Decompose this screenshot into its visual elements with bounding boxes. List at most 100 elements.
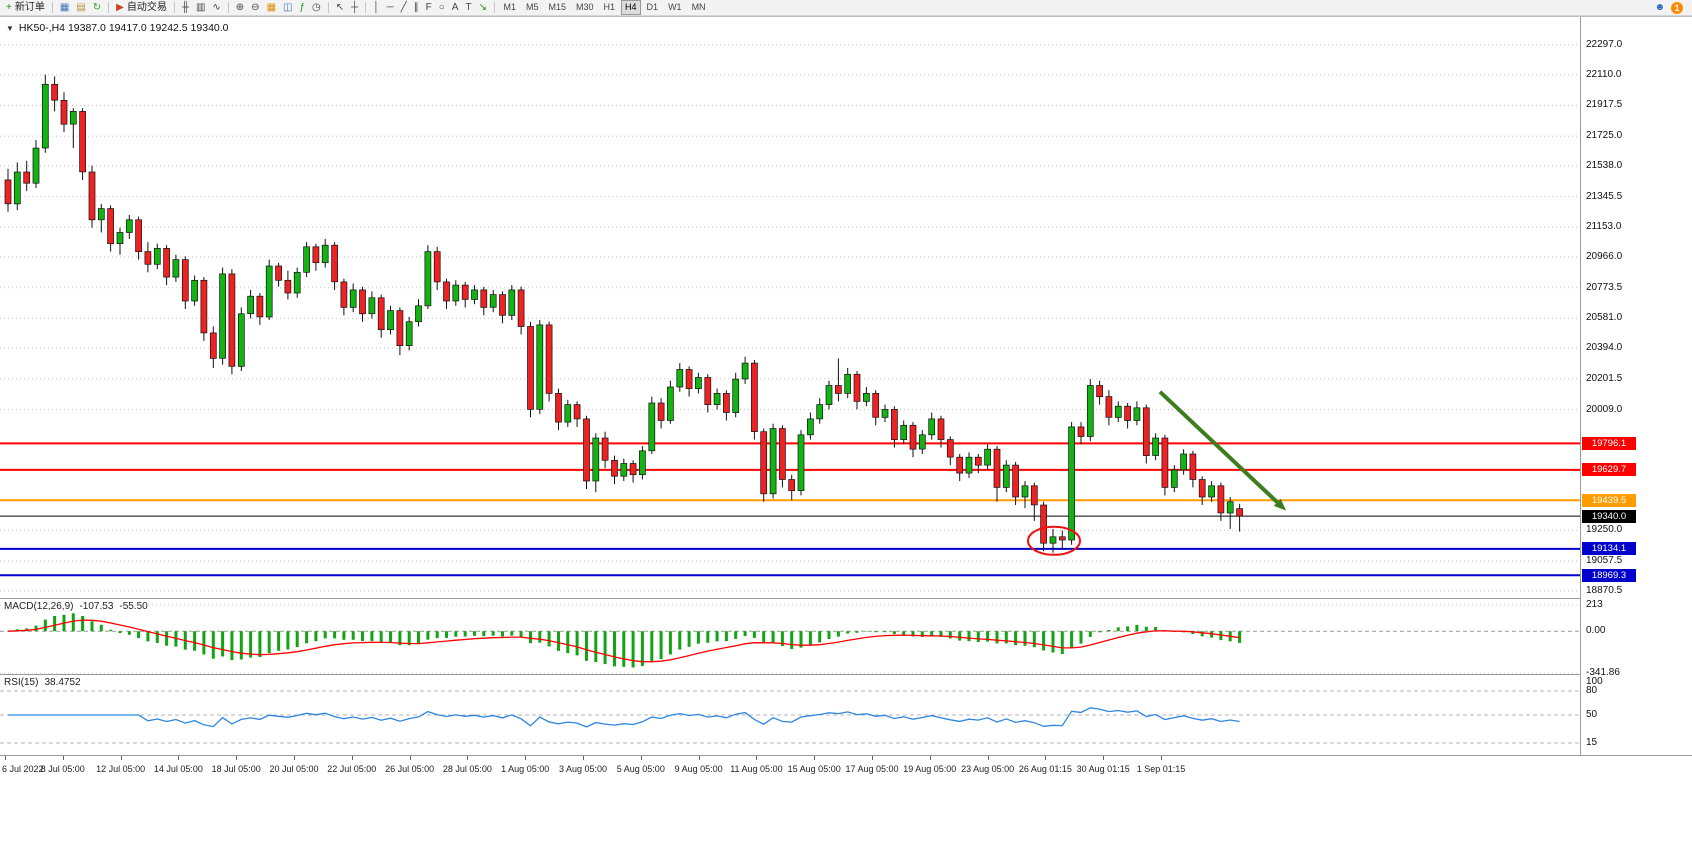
chart-title: HK50-,H4 19387.0 19417.0 19242.5 19340.0 xyxy=(18,22,229,34)
time-tick xyxy=(294,756,295,760)
candlestick-icon[interactable]: ▥ xyxy=(193,1,208,15)
toolbar-right: ☻ 1 xyxy=(1654,1,1689,15)
shapes-icon[interactable]: ○ xyxy=(436,1,448,15)
time-tick xyxy=(987,756,989,760)
timeframe-w1[interactable]: W1 xyxy=(668,2,682,12)
refresh-icon[interactable]: ↻ xyxy=(90,1,104,15)
timeframe-mn[interactable]: MN xyxy=(691,2,706,12)
chart-menu-icon[interactable]: ▼ xyxy=(6,23,14,33)
macd-indicator[interactable] xyxy=(0,599,1580,674)
rsi-line xyxy=(8,707,1240,728)
horizontal-line-icon[interactable]: ─ xyxy=(384,1,397,15)
price-level-tag[interactable]: 19340.0 xyxy=(1582,509,1636,523)
time-axis-label: 3 Aug 05:00 xyxy=(558,764,608,774)
timeframe-m30[interactable]: M30 xyxy=(576,2,594,12)
timeframe-m5[interactable]: M5 xyxy=(525,2,539,12)
tile-windows-icon[interactable]: ◫ xyxy=(280,1,295,15)
line-chart-icon[interactable]: ∿ xyxy=(209,1,223,15)
profiles-icon[interactable]: ▤ xyxy=(73,1,88,15)
time-axis: 6 Jul 2022 8 Jul 05:00 12 Jul 05:00 14 Jul … xyxy=(0,756,1692,792)
time-axis-label: 28 Jul 05:00 xyxy=(442,764,492,774)
time-tick xyxy=(1161,756,1162,760)
text-icon[interactable]: A xyxy=(449,1,462,15)
ellipse-annotation[interactable] xyxy=(1027,525,1081,556)
chart-ohlc-header: ▼ HK50-,H4 19387.0 19417.0 19242.5 19340… xyxy=(6,22,229,34)
time-tick xyxy=(236,756,238,760)
axis-label: 15 xyxy=(1586,737,1598,748)
period-icon: ◷ xyxy=(312,1,321,13)
auto-trading-button[interactable]: ▶ 自动交易 xyxy=(113,1,170,15)
macd-name: MACD(12,26,9) xyxy=(4,601,74,612)
axis-label: 50 xyxy=(1586,709,1598,720)
new-order-button[interactable]: + 新订单 xyxy=(3,1,48,15)
grid-icon[interactable]: ▦ xyxy=(264,1,279,15)
price-level-tag[interactable]: 19439.5 xyxy=(1582,493,1636,507)
time-axis-label: 6 Jul 2022 xyxy=(2,764,44,774)
label-icon[interactable]: T xyxy=(462,1,474,15)
charts-window-icon[interactable]: ▦ xyxy=(57,1,72,15)
toolbar-separator xyxy=(51,2,53,13)
channel-icon[interactable]: ∥ xyxy=(411,1,422,15)
timeframe-h1[interactable]: H1 xyxy=(603,2,616,12)
trendline-icon[interactable]: ╱ xyxy=(398,1,410,15)
refresh-icon: ↻ xyxy=(92,1,102,13)
new-order-button-label: 新订单 xyxy=(14,1,45,13)
community-icon[interactable]: ☻ xyxy=(1654,1,1665,13)
time-tick xyxy=(467,756,469,760)
timeframe-d1[interactable]: D1 xyxy=(646,2,659,12)
notifications-badge[interactable]: 1 xyxy=(1671,1,1683,14)
time-tick xyxy=(583,756,584,760)
vertical-line-icon[interactable]: │ xyxy=(370,1,382,15)
charts-window-icon: ▦ xyxy=(59,1,70,13)
zoom-out-icon[interactable]: ⊖ xyxy=(248,1,262,15)
zoom-in-icon[interactable]: ⊕ xyxy=(233,1,247,15)
time-axis-label: 18 Jul 05:00 xyxy=(211,764,261,774)
period-icon[interactable]: ◷ xyxy=(309,1,324,15)
timeframe-m15[interactable]: M15 xyxy=(548,2,566,12)
fibonacci-icon: F xyxy=(425,1,432,13)
arrow-annotation[interactable] xyxy=(1158,390,1286,511)
axis-label: 19250.0 xyxy=(1586,524,1623,536)
timeframe-h4[interactable]: H4 xyxy=(620,0,642,15)
timeframe-m1[interactable]: M1 xyxy=(503,2,516,12)
axis-label: 21917.5 xyxy=(1586,99,1623,111)
time-axis-label: 20 Jul 05:00 xyxy=(269,764,319,774)
indicators-icon: ƒ xyxy=(299,1,306,13)
price-level-tag[interactable]: 19629.7 xyxy=(1582,463,1636,477)
indicators-icon[interactable]: ƒ xyxy=(296,1,308,15)
candles[interactable] xyxy=(4,74,1243,553)
price-chart[interactable] xyxy=(0,37,1580,598)
grid-icon: ▦ xyxy=(266,1,277,13)
line-chart-icon: ∿ xyxy=(212,1,221,13)
shapes-icon: ○ xyxy=(438,1,445,13)
toolbar-separator xyxy=(227,2,229,13)
axis-label: 20009.0 xyxy=(1586,403,1623,415)
price-level-tag[interactable]: 19796.1 xyxy=(1582,436,1636,450)
bar-chart-icon[interactable]: ╫ xyxy=(179,1,192,15)
toolbar-separator xyxy=(493,2,495,13)
panel-separator[interactable] xyxy=(0,674,1692,675)
time-tick xyxy=(1045,756,1047,760)
time-axis-label: 15 Aug 05:00 xyxy=(787,764,841,774)
axis-label: 18870.5 xyxy=(1586,584,1623,596)
time-axis-label: 1 Sep 01:15 xyxy=(1136,764,1186,774)
axis-label: 20966.0 xyxy=(1586,251,1623,262)
axis-label: 20581.0 xyxy=(1586,312,1623,324)
rsi-indicator[interactable] xyxy=(0,675,1580,755)
zoom-out-icon: ⊖ xyxy=(251,1,260,13)
time-axis-label: 22 Jul 05:00 xyxy=(327,764,377,774)
time-tick xyxy=(525,756,527,760)
trendline-icon: ╱ xyxy=(400,1,407,13)
axis-label: 20201.5 xyxy=(1586,372,1623,384)
time-axis-label: 5 Aug 05:00 xyxy=(616,764,665,774)
cursor-icon[interactable]: ↖ xyxy=(333,1,347,15)
fibonacci-icon[interactable]: F xyxy=(423,1,435,15)
panel-separator[interactable] xyxy=(0,598,1692,599)
arrows-icon[interactable]: ↘ xyxy=(476,1,490,15)
arrows-icon: ↘ xyxy=(478,1,487,13)
price-level-tag[interactable]: 18969.3 xyxy=(1582,568,1636,582)
crosshair-icon[interactable]: ┼ xyxy=(348,1,361,15)
price-level-tag[interactable]: 19134.1 xyxy=(1582,542,1636,556)
rsi-name: RSI(15) xyxy=(4,677,39,688)
